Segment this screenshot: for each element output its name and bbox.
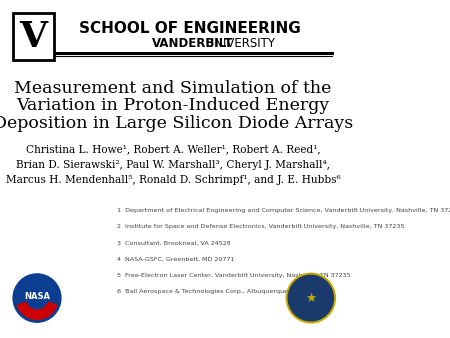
Circle shape xyxy=(288,275,333,321)
Text: ★: ★ xyxy=(305,292,316,305)
Text: SCHOOL OF ENGINEERING: SCHOOL OF ENGINEERING xyxy=(79,21,301,37)
Text: Brian D. Sierawski², Paul W. Marshall³, Cheryl J. Marshall⁴,: Brian D. Sierawski², Paul W. Marshall³, … xyxy=(16,160,330,170)
Text: 1  Department of Electrical Engineering and Computer Science, Vanderbilt Univers: 1 Department of Electrical Engineering a… xyxy=(117,209,450,213)
Circle shape xyxy=(286,273,335,323)
Text: Christina L. Howe¹, Robert A. Weller¹, Robert A. Reed¹,: Christina L. Howe¹, Robert A. Weller¹, R… xyxy=(26,145,320,154)
Text: Deposition in Large Silicon Diode Arrays: Deposition in Large Silicon Diode Arrays xyxy=(0,115,353,132)
Wedge shape xyxy=(17,302,57,319)
Text: Variation in Proton-Induced Energy: Variation in Proton-Induced Energy xyxy=(17,97,330,115)
Text: Marcus H. Mendenhall⁵, Ronald D. Schrimpf¹, and J. E. Hubbs⁶: Marcus H. Mendenhall⁵, Ronald D. Schrimp… xyxy=(6,175,341,185)
Circle shape xyxy=(13,274,61,322)
Text: 4  NASA-GSFC, Greenbelt, MD 20771: 4 NASA-GSFC, Greenbelt, MD 20771 xyxy=(117,257,234,262)
Text: 3  Consultant, Brookneal, VA 24528: 3 Consultant, Brookneal, VA 24528 xyxy=(117,241,230,246)
Text: 5  Free-Electron Laser Center, Vanderbilt University, Nashville, TN 37235: 5 Free-Electron Laser Center, Vanderbilt… xyxy=(117,273,350,278)
Text: NASA: NASA xyxy=(24,292,50,301)
Text: Measurement and Simulation of the: Measurement and Simulation of the xyxy=(14,80,332,97)
Text: UNIVERSITY: UNIVERSITY xyxy=(202,37,275,50)
Text: VANDERBILT: VANDERBILT xyxy=(152,37,233,50)
Text: 2  Institute for Space and Defense Electronics, Vanderbilt University, Nashville: 2 Institute for Space and Defense Electr… xyxy=(117,224,404,230)
Text: V: V xyxy=(20,20,48,54)
Text: 6  Ball Aerospace & Technologies Corp., Albuquerque, NM 87117: 6 Ball Aerospace & Technologies Corp., A… xyxy=(117,289,324,294)
